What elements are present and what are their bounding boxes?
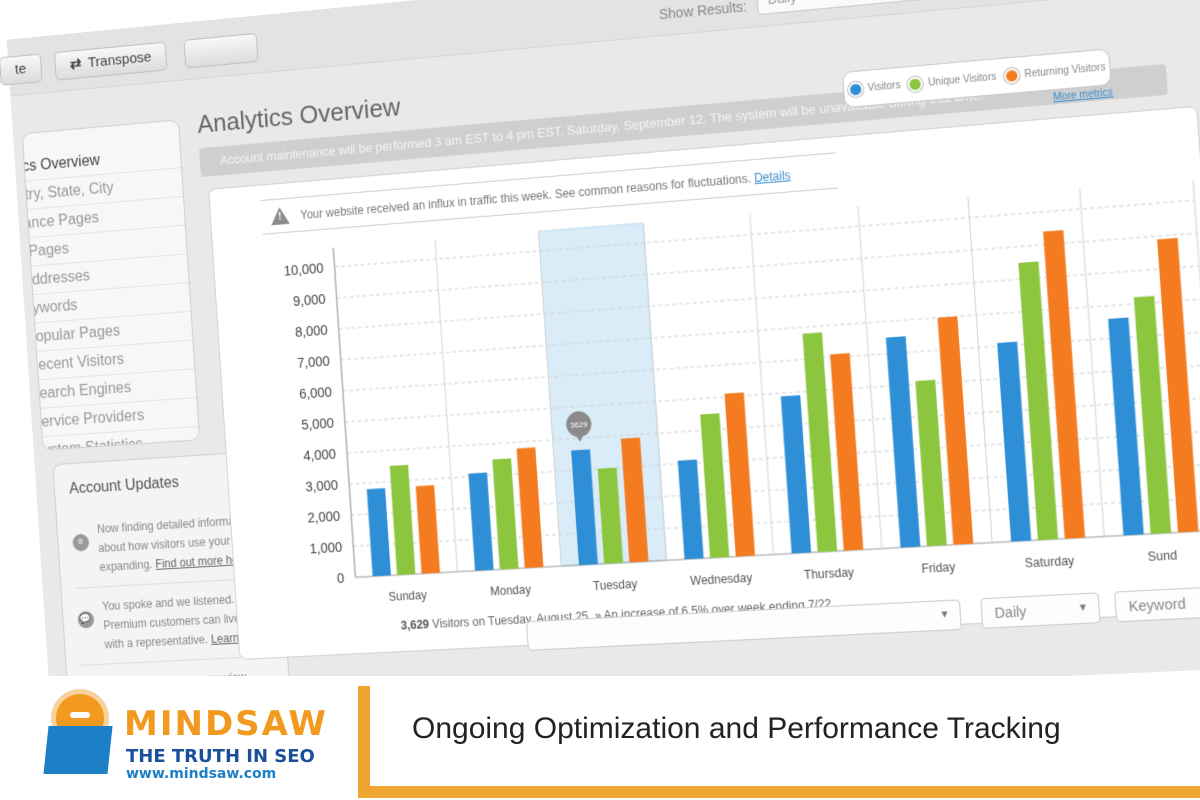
legend-item-visitors[interactable]: Visitors (847, 77, 901, 98)
x-tick-label: Saturday (1024, 554, 1075, 570)
bar-returning-visitors (620, 437, 649, 563)
bar-unique-visitors (700, 413, 730, 558)
y-tick-label: 4,000 (303, 447, 336, 464)
chevron-down-icon: ▼ (939, 609, 951, 621)
y-tick-label: 0 (336, 571, 344, 586)
chat-bubble-icon: 💬 (77, 610, 95, 629)
legend-dot-returning-visitors (1003, 67, 1020, 84)
x-tick-label: Friday (921, 561, 956, 576)
bar-returning-visitors (516, 447, 544, 569)
database-icon: ≡ (72, 533, 90, 552)
vertical-gridline (435, 240, 457, 572)
x-tick-label: Monday (490, 583, 532, 598)
accent-rule-vertical (358, 686, 370, 798)
y-tick-label: 7,000 (297, 354, 330, 371)
sidebar-nav: tics Overview ntry, State, City rance Pa… (21, 119, 201, 451)
gridline (335, 200, 1195, 267)
toolbar-left-button[interactable]: te (0, 53, 43, 86)
box-mascot-icon (43, 726, 113, 774)
interval-select[interactable]: Daily ▼ (980, 592, 1101, 629)
bar-returning-visitors (415, 485, 441, 574)
footer-banner: MINDSAW THE TRUTH IN SEO www.mindsaw.com… (0, 676, 1200, 800)
y-tick-label: 3,000 (305, 478, 338, 495)
bar-unique-visitors (915, 379, 947, 547)
bar-unique-visitors (597, 467, 624, 564)
summary-count: 3,629 (400, 617, 430, 633)
x-tick-label: Sund (1147, 549, 1177, 564)
y-tick-label: 6,000 (299, 385, 332, 402)
y-tick-label: 5,000 (301, 416, 334, 433)
bar-visitors (780, 395, 812, 554)
x-tick-label: Sunday (388, 589, 427, 604)
bar-unique-visitors (389, 464, 416, 576)
bar-visitors (677, 459, 704, 560)
tooltip-bubble (565, 410, 593, 438)
y-tick-label: 10,000 (283, 261, 324, 279)
visitors-bar-chart: 0 1,000 2,000 3,000 4,000 5,000 6,000 7,000 8,00… (283, 148, 1200, 604)
x-tick-label: Thursday (804, 566, 855, 582)
legend-item-returning-visitors[interactable]: Returning Visitors (1003, 59, 1106, 84)
show-results-select[interactable]: Daily (755, 0, 1092, 16)
transpose-icon: ⇄ (69, 55, 82, 73)
bar-visitors (366, 488, 391, 577)
accent-rule-horizontal (358, 786, 1200, 798)
y-tick-label: 1,000 (309, 540, 342, 557)
y-tick-label: 8,000 (295, 323, 328, 340)
logo-brand: MINDSAW (124, 704, 328, 744)
gridline (337, 233, 1197, 298)
mindsaw-logo: MINDSAW THE TRUTH IN SEO www.mindsaw.com (40, 690, 330, 786)
transpose-button[interactable]: ⇄ Transpose (54, 41, 168, 81)
gridline (339, 266, 1199, 329)
toolbar-extra-button[interactable] (183, 32, 259, 69)
y-tick-label: 9,000 (293, 292, 326, 309)
footer-headline: Ongoing Optimization and Performance Tra… (412, 712, 1061, 745)
tooltip-value: 3629 (570, 420, 588, 430)
show-results-label: Show Results: (658, 0, 748, 23)
chevron-down-icon: ▼ (1077, 602, 1089, 614)
analytics-app-screen: te ⇄Transpose Show Results: Daily ✕ Anal… (0, 0, 1200, 722)
bar-visitors (468, 472, 494, 571)
logo-tagline: THE TRUTH IN SEO (126, 746, 315, 767)
logo-website: www.mindsaw.com (126, 766, 277, 782)
legend-dot-visitors (847, 80, 864, 98)
legend-item-unique-visitors[interactable]: Unique Visitors (907, 69, 997, 92)
bar-unique-visitors (492, 458, 519, 570)
bar-returning-visitors (724, 392, 756, 557)
x-tick-label: Tuesday (593, 578, 638, 594)
chart-panel: Your website received an influx in traff… (208, 105, 1200, 660)
bar-visitors (571, 449, 598, 566)
y-tick-label: 2,000 (307, 509, 340, 526)
x-tick-label: Wednesday (690, 571, 753, 588)
legend-dot-unique-visitors (907, 75, 924, 92)
